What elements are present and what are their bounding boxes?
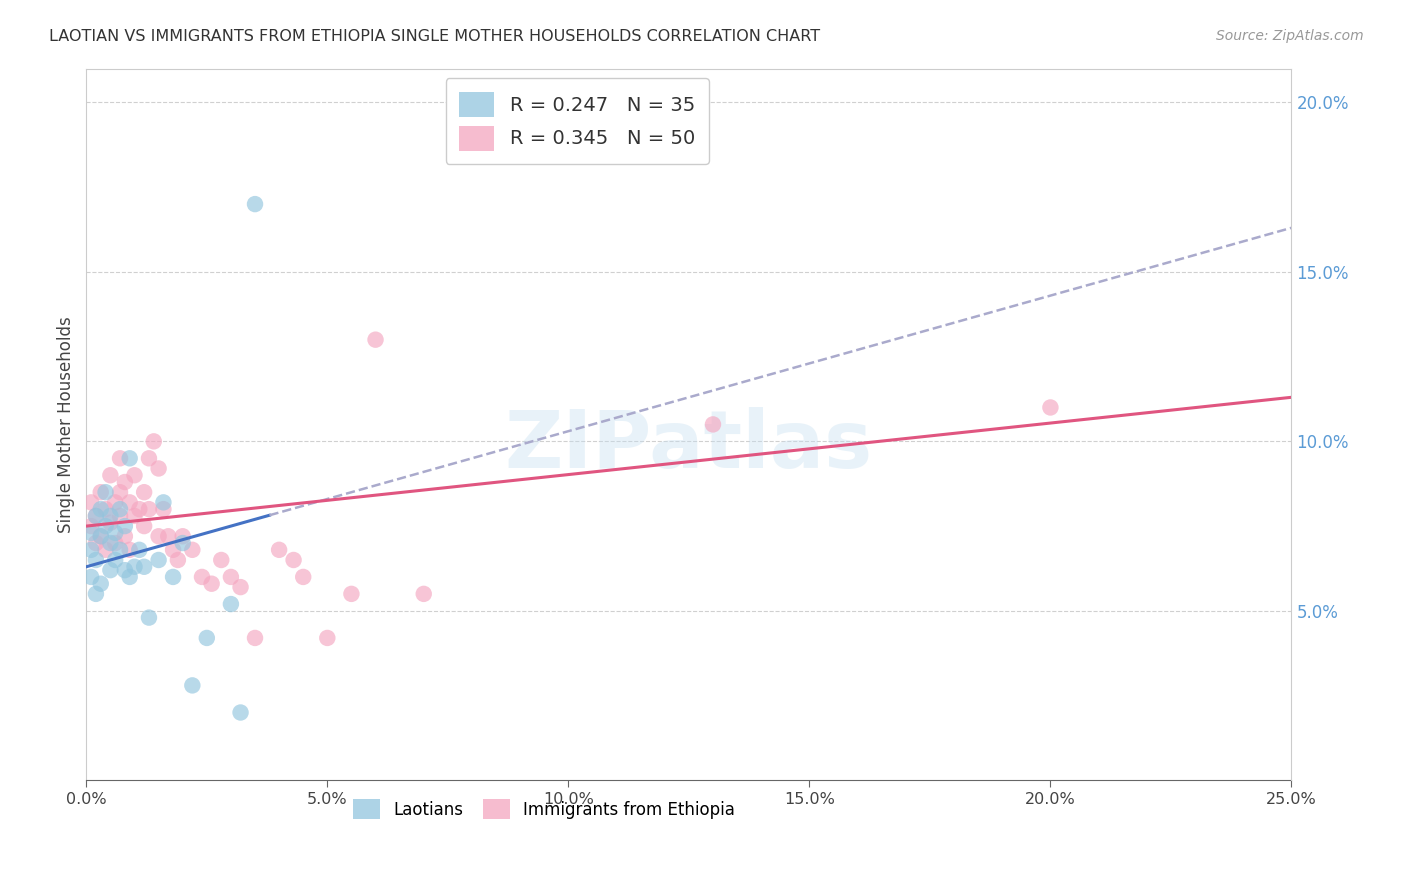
Point — [229, 580, 252, 594]
Point — [162, 542, 184, 557]
Point — [108, 451, 131, 466]
Point — [118, 495, 141, 509]
Point — [152, 495, 174, 509]
Point — [84, 553, 107, 567]
Point — [118, 570, 141, 584]
Point — [100, 516, 122, 530]
Point — [219, 597, 242, 611]
Point — [118, 542, 141, 557]
Point — [84, 508, 107, 523]
Point — [148, 553, 170, 567]
Y-axis label: Single Mother Households: Single Mother Households — [58, 316, 75, 533]
Point — [209, 553, 232, 567]
Point — [114, 475, 136, 489]
Point — [80, 495, 103, 509]
Point — [90, 502, 112, 516]
Point — [104, 536, 127, 550]
Point — [94, 519, 117, 533]
Point — [100, 563, 122, 577]
Point — [229, 706, 252, 720]
Point — [152, 502, 174, 516]
Point — [243, 197, 266, 211]
Point — [316, 631, 339, 645]
Point — [142, 434, 165, 449]
Point — [100, 468, 122, 483]
Point — [134, 559, 156, 574]
Point — [1039, 401, 1062, 415]
Point — [114, 563, 136, 577]
Point — [124, 508, 146, 523]
Point — [191, 570, 214, 584]
Point — [84, 587, 107, 601]
Point — [128, 542, 150, 557]
Legend: Laotians, Immigrants from Ethiopia: Laotians, Immigrants from Ethiopia — [347, 793, 742, 825]
Point — [118, 451, 141, 466]
Point — [84, 508, 107, 523]
Point — [104, 525, 127, 540]
Point — [292, 570, 315, 584]
Point — [148, 529, 170, 543]
Point — [104, 495, 127, 509]
Point — [80, 525, 103, 540]
Point — [94, 485, 117, 500]
Point — [114, 529, 136, 543]
Point — [90, 529, 112, 543]
Point — [94, 502, 117, 516]
Point — [134, 519, 156, 533]
Point — [80, 570, 103, 584]
Point — [195, 631, 218, 645]
Point — [90, 576, 112, 591]
Point — [100, 536, 122, 550]
Point — [114, 519, 136, 533]
Point — [269, 542, 291, 557]
Point — [108, 502, 131, 516]
Point — [148, 461, 170, 475]
Point — [94, 542, 117, 557]
Point — [702, 417, 724, 432]
Point — [219, 570, 242, 584]
Point — [172, 536, 194, 550]
Point — [167, 553, 190, 567]
Point — [157, 529, 180, 543]
Point — [201, 576, 224, 591]
Text: LAOTIAN VS IMMIGRANTS FROM ETHIOPIA SINGLE MOTHER HOUSEHOLDS CORRELATION CHART: LAOTIAN VS IMMIGRANTS FROM ETHIOPIA SING… — [49, 29, 820, 45]
Point — [108, 508, 131, 523]
Point — [181, 678, 204, 692]
Point — [364, 333, 387, 347]
Point — [124, 559, 146, 574]
Point — [134, 485, 156, 500]
Point — [108, 542, 131, 557]
Point — [162, 570, 184, 584]
Point — [128, 502, 150, 516]
Point — [340, 587, 363, 601]
Point — [90, 485, 112, 500]
Point — [124, 468, 146, 483]
Point — [283, 553, 305, 567]
Point — [412, 587, 434, 601]
Point — [138, 502, 160, 516]
Point — [181, 542, 204, 557]
Point — [80, 542, 103, 557]
Point — [138, 610, 160, 624]
Point — [100, 508, 122, 523]
Point — [90, 529, 112, 543]
Point — [243, 631, 266, 645]
Point — [104, 553, 127, 567]
Point — [108, 485, 131, 500]
Point — [138, 451, 160, 466]
Point — [80, 519, 103, 533]
Point — [84, 536, 107, 550]
Text: ZIPatlas: ZIPatlas — [505, 407, 873, 484]
Point — [172, 529, 194, 543]
Text: Source: ZipAtlas.com: Source: ZipAtlas.com — [1216, 29, 1364, 44]
